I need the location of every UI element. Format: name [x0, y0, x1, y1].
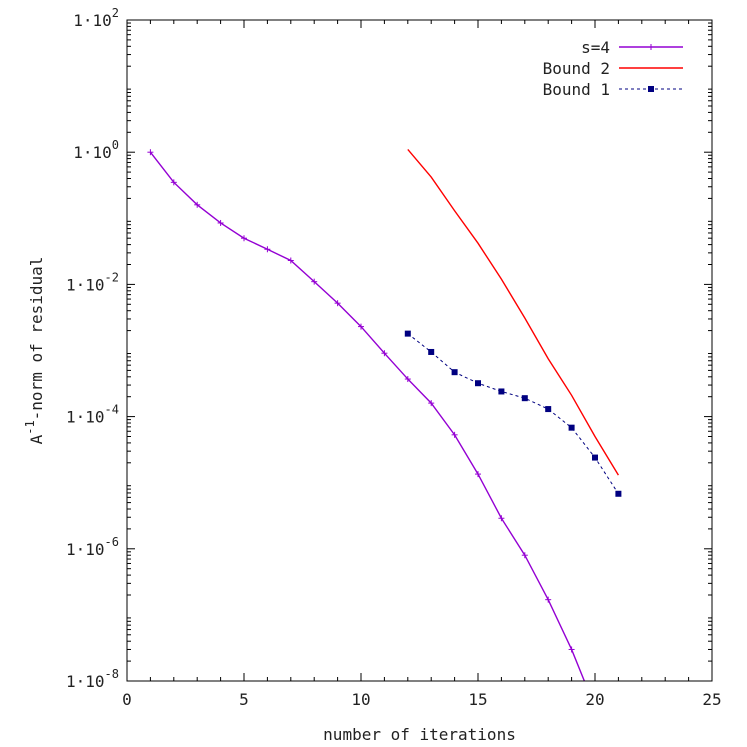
- x-tick-label: 5: [239, 690, 249, 709]
- legend-marker: [648, 44, 654, 50]
- legend-item: Bound 2: [543, 59, 683, 78]
- data-point: [241, 235, 247, 242]
- series-line: [407, 333, 619, 495]
- y-tick-label: 1·100: [73, 138, 119, 162]
- data-point: [545, 406, 552, 413]
- data-point: [358, 323, 364, 330]
- series-3: [404, 330, 622, 497]
- y-axis-label: A-1-norm of residual: [23, 257, 46, 445]
- legend-label: Bound 1: [543, 80, 610, 99]
- plot-frame: [126, 19, 713, 682]
- data-point: [381, 350, 388, 357]
- y-tick-label: 1·10-6: [66, 535, 119, 559]
- x-tick-label: 0: [122, 690, 132, 709]
- data-point: [170, 179, 177, 186]
- data-point: [615, 490, 622, 497]
- data-point: [568, 424, 575, 431]
- series-line: [149, 151, 586, 681]
- legend-label: s=4: [581, 38, 610, 57]
- data-point: [568, 646, 575, 653]
- legend-item: Bound 1: [543, 80, 683, 99]
- data-point: [592, 454, 598, 461]
- series-1: [147, 149, 586, 681]
- y-tick-label: 1·10-4: [66, 403, 119, 427]
- data-point: [287, 257, 294, 264]
- legend-marker: [648, 86, 654, 92]
- x-axis-label: number of iterations: [323, 725, 516, 744]
- data-point: [217, 219, 224, 226]
- data-point: [311, 278, 318, 285]
- data-point: [428, 348, 435, 355]
- data-point: [404, 330, 411, 337]
- data-point: [334, 300, 341, 307]
- series-line: [407, 149, 619, 476]
- x-tick-label: 15: [468, 690, 487, 709]
- data-point: [428, 400, 435, 407]
- y-tick-label: 1·10-2: [66, 270, 119, 294]
- data-point: [545, 596, 552, 603]
- series-layer: [147, 149, 622, 681]
- y-tick-label: 1·10-8: [66, 667, 119, 691]
- data-point: [194, 201, 201, 208]
- data-point: [475, 471, 481, 478]
- tick-labels: 0 5 10 15 20 25 1·10-8 1·10-6 1·10-4 1·10-2 1·100 1…: [66, 6, 722, 709]
- data-point: [451, 369, 458, 376]
- data-point: [475, 380, 481, 387]
- data-point: [404, 376, 411, 383]
- x-tick-label: 25: [702, 690, 721, 709]
- data-point: [451, 431, 458, 438]
- data-point: [521, 552, 528, 559]
- legend: s=4 Bound 2 Bound 1: [543, 38, 683, 99]
- data-point: [147, 149, 154, 156]
- data-point: [521, 395, 528, 402]
- data-point: [264, 246, 271, 253]
- data-point: [498, 388, 505, 395]
- x-tick-label: 10: [351, 690, 370, 709]
- y-tick-label: 1·102: [73, 6, 119, 30]
- series-2: [407, 149, 619, 476]
- data-point: [498, 515, 505, 522]
- x-tick-label: 20: [585, 690, 604, 709]
- legend-label: Bound 2: [543, 59, 610, 78]
- legend-item: s=4: [581, 38, 683, 57]
- axis-ticks: [126, 19, 713, 682]
